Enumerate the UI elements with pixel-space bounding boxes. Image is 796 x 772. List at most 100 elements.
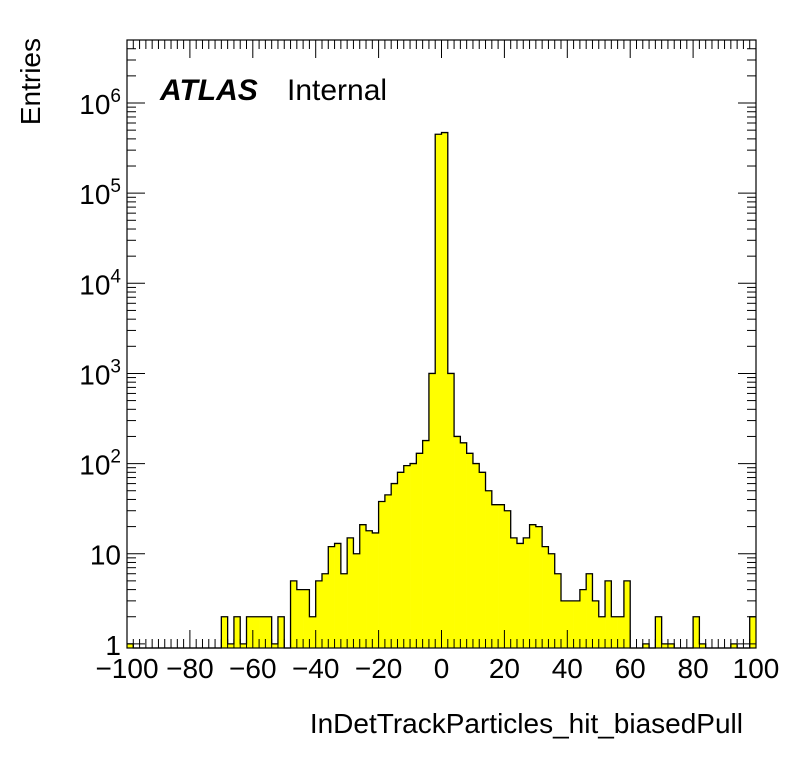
y-tick-label: 106: [79, 86, 121, 120]
histogram-bar: [693, 616, 700, 648]
histogram-bars: [127, 131, 757, 649]
histogram-bar: [240, 643, 247, 648]
histogram-bar: [441, 132, 449, 648]
x-tick-label: −20: [355, 653, 403, 684]
histogram-bar: [523, 537, 530, 648]
histogram-bar: [661, 643, 669, 648]
histogram-bar: [466, 453, 474, 648]
histogram-bar: [623, 580, 631, 648]
histogram-bar: [422, 440, 430, 648]
x-tick-label: −40: [292, 653, 340, 684]
histogram-bar: [472, 463, 480, 648]
histogram-bar: [403, 465, 411, 648]
histogram-bar: [542, 546, 549, 648]
histogram-bar: [410, 463, 417, 648]
histogram-bar: [485, 490, 493, 648]
histogram-bar: [303, 589, 310, 648]
histogram-bar: [127, 643, 134, 648]
histogram-bar: [428, 373, 436, 648]
x-tick-label: 80: [678, 653, 709, 684]
histogram-bar: [573, 600, 581, 648]
histogram-bar: [321, 573, 329, 648]
internal-label: Internal: [287, 74, 387, 107]
histogram-bar: [334, 543, 342, 648]
x-tick-labels: −100 −80 −60 −40 −20 0 20 40 60 80 100: [95, 653, 779, 684]
x-tick-label: 20: [489, 653, 520, 684]
x-tick-label: −80: [166, 653, 214, 684]
histogram-bar: [529, 524, 537, 648]
histogram-bar: [227, 643, 235, 648]
histogram-bar: [460, 442, 467, 648]
histogram-bar: [598, 616, 606, 648]
y-tick-label: 10: [90, 540, 121, 571]
histogram-bar: [372, 532, 379, 648]
y-tick-label: 104: [79, 266, 121, 300]
histogram-bar: [592, 600, 600, 648]
histogram-bar: [548, 553, 556, 648]
histogram-bar: [667, 643, 675, 648]
histogram-bar: [353, 553, 361, 648]
histogram-bar: [416, 453, 423, 648]
histogram-bar: [246, 616, 254, 648]
histogram-bar: [435, 134, 442, 648]
y-tick-label: 1: [105, 630, 121, 661]
histogram-bar: [730, 643, 738, 648]
histogram-bar: [498, 504, 505, 648]
histogram-bar: [221, 616, 228, 648]
histogram-bar: [479, 472, 486, 648]
histogram-bar: [265, 616, 272, 648]
histogram-bar: [378, 501, 386, 648]
histogram-bar: [447, 373, 455, 648]
histogram-bar: [259, 616, 266, 648]
histogram-bar: [579, 589, 587, 648]
histogram-bar: [340, 573, 348, 648]
x-tick-label: −100: [95, 653, 158, 684]
histogram-bar: [504, 510, 511, 648]
y-tick-labels: 1 10 102 103 104 105 106: [79, 86, 121, 661]
histogram-bar: [454, 436, 461, 648]
histogram-bar: [617, 616, 625, 648]
histogram-bar: [347, 537, 354, 648]
histogram-bar: [611, 616, 618, 648]
x-tick-label: 60: [615, 653, 646, 684]
x-axis-title: InDetTrackParticles_hit_biasedPull: [310, 708, 743, 739]
histogram-bar: [535, 526, 543, 648]
x-tick-label: 40: [552, 653, 583, 684]
atlas-brand-label: ATLAS: [159, 74, 258, 107]
histogram-bar: [290, 580, 298, 648]
histogram-bar: [309, 616, 316, 648]
histogram-bar: [516, 543, 524, 648]
histogram-bar: [554, 573, 562, 648]
histogram-bar: [655, 616, 662, 648]
histogram-bar: [510, 537, 518, 648]
histogram-bar: [749, 616, 757, 648]
histogram-bar: [567, 600, 574, 648]
x-tick-label: 100: [733, 653, 780, 684]
histogram-bar: [359, 524, 367, 648]
histogram-bar: [384, 494, 392, 648]
histogram-bar: [315, 580, 323, 648]
histogram-bar: [366, 530, 373, 648]
histogram-bar: [296, 589, 304, 648]
axis-ticks: [126, 39, 757, 648]
histogram-bar: [586, 573, 593, 648]
y-tick-label: 103: [79, 356, 121, 390]
x-tick-label: −60: [229, 653, 277, 684]
histogram-bar: [642, 643, 650, 648]
y-tick-label: 102: [79, 447, 121, 481]
y-tick-label: 105: [79, 176, 121, 210]
histogram-bar: [328, 546, 335, 648]
histogram-bar: [233, 616, 241, 648]
histogram-bar: [271, 643, 279, 648]
histogram-bar: [605, 580, 612, 648]
histogram-bar: [699, 643, 706, 648]
histogram-bar: [277, 616, 285, 648]
histogram-bar: [252, 616, 260, 648]
histogram-bar: [391, 483, 398, 648]
x-tick-label: 0: [434, 653, 450, 684]
histogram-bar: [561, 600, 568, 648]
histogram-bar: [397, 472, 405, 648]
histogram-bar: [491, 504, 499, 648]
y-axis-title: Entries: [15, 38, 46, 125]
